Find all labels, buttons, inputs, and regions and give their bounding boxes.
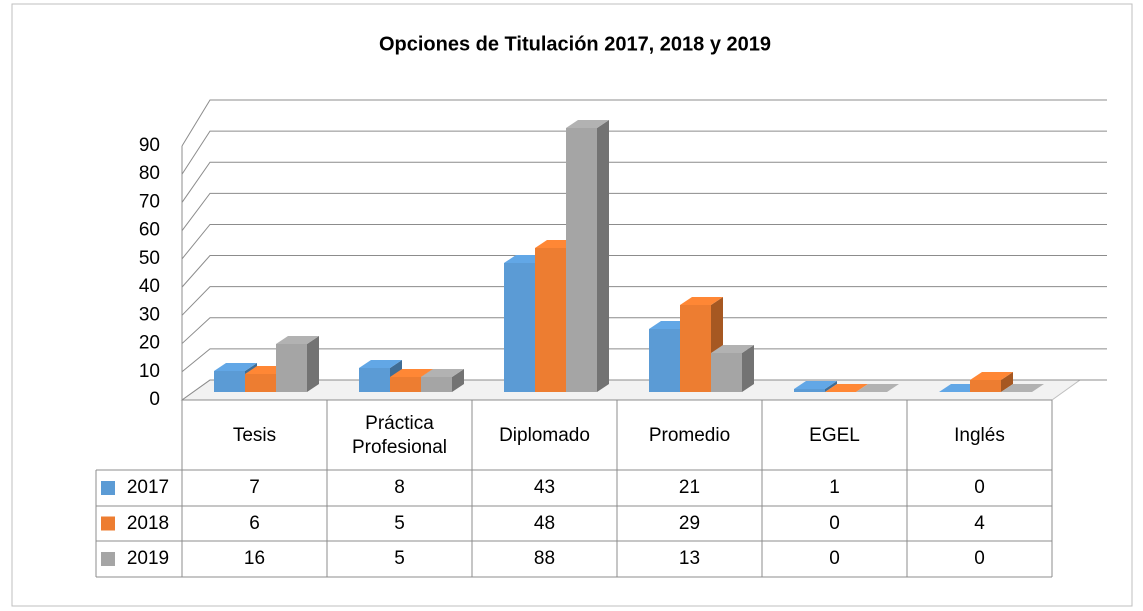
x-tick-label: Promedio [648, 425, 731, 446]
bar-top [1001, 384, 1044, 392]
table-value: 21 [678, 477, 701, 498]
bar-front [504, 263, 535, 392]
y-tick-label: 40 [139, 276, 160, 297]
bar [970, 372, 1013, 392]
table-value: 1 [829, 477, 840, 498]
bar [359, 360, 402, 392]
bar-top [421, 369, 464, 377]
bar-top [856, 384, 899, 392]
legend-key [101, 552, 115, 566]
bar-side [597, 120, 609, 392]
table-value: 7 [249, 477, 260, 498]
bar-top [794, 381, 837, 389]
bar-front [421, 377, 452, 392]
grid-line [181, 379, 1107, 401]
bar-side [452, 369, 464, 392]
table-value: 43 [533, 477, 556, 498]
chart-title: Opciones de Titulación 2017, 2018 y 2019 [379, 33, 771, 55]
grid-line [181, 317, 1107, 344]
table-value: 0 [974, 548, 985, 569]
table-value: 4 [974, 512, 985, 534]
table-value: 13 [678, 548, 701, 569]
x-tick-label: EGEL [809, 425, 860, 446]
grid-line [181, 223, 1107, 260]
table-value: 48 [533, 512, 556, 534]
bar-side [825, 381, 837, 392]
y-tick-label: 20 [139, 333, 160, 354]
legend-key [101, 516, 115, 531]
bar-front [214, 371, 245, 392]
bar-top [390, 369, 433, 377]
x-tick-label: Tesis [232, 425, 277, 446]
bar [276, 336, 319, 392]
bar-front [535, 248, 566, 392]
bar-side [307, 336, 319, 392]
table-value: 16 [243, 548, 266, 569]
y-tick-label: 50 [139, 248, 160, 269]
grid-line [181, 255, 1107, 288]
bar-side [742, 345, 754, 392]
grid-line [181, 130, 1107, 175]
table-value: 0 [974, 477, 985, 498]
bar [566, 120, 609, 392]
bar-top [276, 336, 319, 344]
bar [794, 381, 837, 392]
table-value: 29 [678, 512, 701, 534]
bar-front [794, 389, 825, 392]
table-value: 88 [533, 548, 556, 569]
grid-line [181, 99, 1107, 147]
y-tick-label: 90 [139, 135, 160, 156]
bar [1001, 384, 1044, 392]
bar [421, 369, 464, 392]
legend-key [101, 481, 115, 495]
y-tick-label: 80 [139, 163, 160, 184]
legend-label: 2018 [126, 512, 170, 534]
bar-front [566, 128, 597, 392]
bar-front [680, 305, 711, 392]
bar-top [566, 120, 609, 128]
bar-top [359, 360, 402, 368]
grid-line [181, 192, 1107, 231]
legend-label: 2019 [126, 548, 170, 569]
legend-label: 2017 [126, 477, 170, 498]
table-value: 0 [829, 548, 840, 569]
bar-top [825, 384, 868, 392]
bar-top [711, 345, 754, 353]
x-tick-label: Inglés [954, 425, 1005, 446]
y-tick-label: 0 [149, 389, 160, 410]
table-value: 6 [249, 512, 260, 534]
bar-top [214, 363, 257, 371]
y-tick-label: 70 [139, 191, 160, 212]
table-value: 5 [394, 548, 405, 569]
table-value: 5 [394, 512, 405, 534]
bar-front [245, 374, 276, 392]
table-value: 8 [394, 477, 405, 498]
bar [856, 384, 899, 392]
table-value: 0 [829, 512, 840, 534]
y-tick-label: 60 [139, 220, 160, 241]
bar-top [680, 297, 723, 305]
bar-front [359, 368, 390, 392]
bar-front [711, 353, 742, 392]
bar-front [276, 344, 307, 392]
x-tick-label: Diplomado [499, 425, 590, 446]
bar [825, 384, 868, 392]
bar-front [970, 380, 1001, 392]
bar-front [390, 377, 421, 392]
bar-front [649, 329, 680, 392]
x-tick-label: Práctica Profesional [351, 413, 448, 458]
grid-line [181, 161, 1107, 203]
grid-line [181, 348, 1107, 373]
bar [711, 345, 754, 392]
grid-line [181, 286, 1107, 316]
bar-side [1001, 372, 1013, 392]
bar-top [970, 372, 1013, 380]
y-tick-label: 30 [139, 304, 160, 325]
y-tick-label: 10 [139, 361, 160, 382]
